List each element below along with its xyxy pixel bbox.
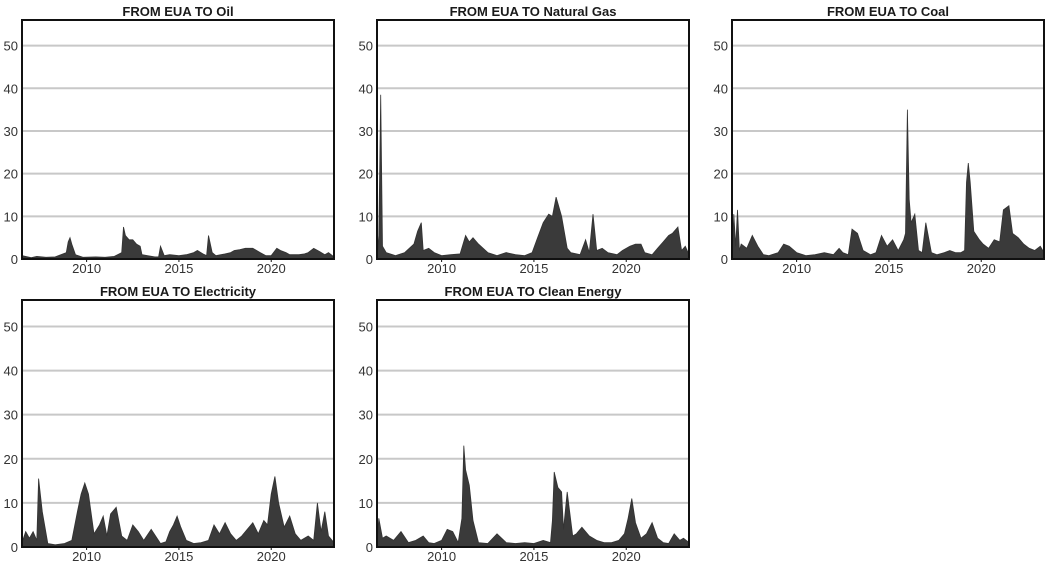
y-tick-label-50: 50 (359, 319, 373, 334)
y-tick-label-20: 20 (359, 167, 373, 182)
y-tick-label-0: 0 (721, 252, 728, 267)
x-tick-label-2020: 2020 (612, 549, 641, 563)
plot-frame (376, 299, 690, 548)
y-tick-label-40: 40 (4, 81, 18, 96)
y-tick-label-20: 20 (714, 167, 728, 182)
chart-panel-clean-energy: FROM EUA TO Clean Energy 0 10 20 30 40 50 2010 2… (355, 280, 705, 564)
chart-panel-electricity: FROM EUA TO Electricity 0 10 20 30 40 50 2010 20… (0, 280, 350, 564)
x-tick-label-2010: 2010 (72, 549, 101, 563)
series-area-0 (376, 94, 690, 260)
series-area-0 (21, 226, 335, 260)
x-tick-label-2010: 2010 (427, 261, 456, 275)
y-tick-label-40: 40 (359, 364, 373, 379)
y-tick-label-0: 0 (366, 540, 373, 555)
plot-frame (21, 299, 335, 548)
y-tick-label-40: 40 (714, 81, 728, 96)
plot-frame (731, 19, 1045, 260)
y-tick-label-10: 10 (4, 496, 18, 511)
y-tick-label-0: 0 (11, 540, 18, 555)
chart-title: FROM EUA TO Electricity (100, 284, 257, 299)
x-tick-label-2015: 2015 (519, 261, 548, 275)
y-tick-label-30: 30 (4, 124, 18, 139)
series-area-0 (21, 476, 335, 548)
plot-frame (21, 19, 335, 260)
x-tick-label-2015: 2015 (874, 261, 903, 275)
chart-clean-energy: FROM EUA TO Clean Energy 0 10 20 30 40 50 2010 2… (359, 284, 690, 564)
chart-natural-gas: FROM EUA TO Natural Gas 0 10 20 30 40 50 2010 20… (359, 4, 690, 276)
chart-title: FROM EUA TO Natural Gas (450, 4, 617, 19)
chart-electricity: FROM EUA TO Electricity 0 10 20 30 40 50 2010 20… (4, 284, 335, 564)
x-tick-label-2020: 2020 (257, 261, 286, 275)
y-tick-label-0: 0 (11, 252, 18, 267)
y-tick-label-30: 30 (359, 408, 373, 423)
chart-title: FROM EUA TO Coal (827, 4, 949, 19)
y-tick-label-20: 20 (4, 167, 18, 182)
y-tick-label-40: 40 (359, 81, 373, 96)
chart-title: FROM EUA TO Oil (122, 4, 233, 19)
y-tick-label-50: 50 (4, 319, 18, 334)
x-tick-label-2015: 2015 (164, 549, 193, 563)
plot-frame (376, 19, 690, 260)
y-tick-label-30: 30 (714, 124, 728, 139)
x-tick-label-2010: 2010 (782, 261, 811, 275)
y-tick-label-50: 50 (714, 39, 728, 54)
y-tick-label-20: 20 (359, 452, 373, 467)
y-tick-label-10: 10 (359, 209, 373, 224)
x-tick-label-2015: 2015 (164, 261, 193, 275)
series-area-0 (376, 445, 690, 548)
x-tick-label-2020: 2020 (967, 261, 996, 275)
y-tick-label-40: 40 (4, 364, 18, 379)
y-tick-label-50: 50 (359, 39, 373, 54)
x-tick-label-2010: 2010 (72, 261, 101, 275)
x-tick-label-2020: 2020 (612, 261, 641, 275)
x-tick-label-2015: 2015 (519, 549, 548, 563)
chart-panel-natural-gas: FROM EUA TO Natural Gas 0 10 20 30 40 50 2010 20… (355, 0, 705, 276)
chart-coal: FROM EUA TO Coal 0 10 20 30 40 50 2010 2015 2020 (714, 4, 1045, 276)
chart-panel-coal: FROM EUA TO Coal 0 10 20 30 40 50 2010 2015 2020 (710, 0, 1060, 276)
y-tick-label-30: 30 (359, 124, 373, 139)
y-tick-label-30: 30 (4, 408, 18, 423)
x-tick-label-2020: 2020 (257, 549, 286, 563)
y-tick-label-10: 10 (359, 496, 373, 511)
chart-title: FROM EUA TO Clean Energy (445, 284, 623, 299)
y-tick-label-0: 0 (366, 252, 373, 267)
y-tick-label-20: 20 (4, 452, 18, 467)
series-area-0 (731, 109, 1045, 260)
y-tick-label-10: 10 (714, 209, 728, 224)
chart-oil: FROM EUA TO Oil 0 10 20 30 40 50 2010 2015 2020 (4, 4, 335, 276)
y-tick-label-50: 50 (4, 39, 18, 54)
chart-panel-oil: FROM EUA TO Oil 0 10 20 30 40 50 2010 2015 2020 (0, 0, 350, 276)
x-tick-label-2010: 2010 (427, 549, 456, 563)
y-tick-label-10: 10 (4, 209, 18, 224)
